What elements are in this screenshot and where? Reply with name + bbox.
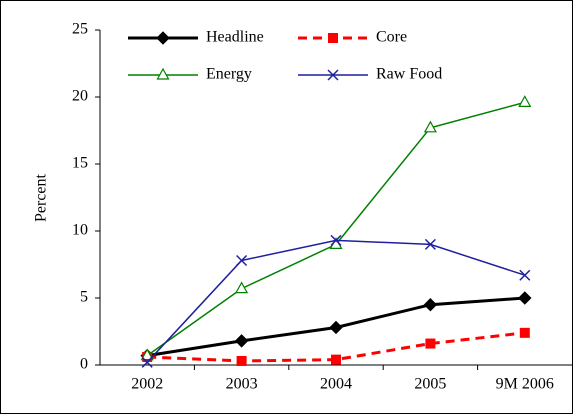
marker: [156, 67, 170, 80]
marker: [236, 254, 248, 267]
y-tick-label: 25: [72, 21, 88, 38]
marker: [519, 269, 531, 281]
marker: [331, 354, 341, 365]
legend-label: Headline: [206, 29, 264, 46]
marker: [141, 356, 153, 368]
y-tick-label: 10: [72, 222, 88, 239]
marker: [156, 31, 170, 45]
x-tick-label: 2002: [131, 376, 163, 393]
marker: [518, 291, 532, 305]
y-tick-label: 5: [80, 289, 88, 306]
y-tick-label: 0: [80, 356, 88, 373]
legend: Headline Core Energy Raw Food: [128, 29, 442, 83]
x-tick-label: 9M 2006: [496, 376, 554, 393]
marker: [423, 297, 438, 312]
y-axis-label: Percent: [33, 173, 50, 222]
marker: [425, 338, 436, 349]
marker: [330, 234, 342, 246]
y-tick-label: 20: [72, 88, 88, 105]
marker: [140, 348, 154, 361]
marker: [519, 327, 530, 338]
marker: [424, 238, 436, 250]
legend-label: Energy: [206, 66, 252, 83]
marker: [329, 320, 343, 335]
marker: [518, 95, 532, 107]
marker: [235, 281, 249, 294]
marker: [327, 69, 339, 81]
legend-label: Raw Food: [376, 66, 442, 83]
y-tick-label: 15: [72, 155, 88, 172]
legend-label: Core: [376, 29, 407, 46]
x-tick-label: 2004: [320, 376, 352, 393]
x-tick-label: 2003: [226, 376, 258, 393]
marker: [236, 355, 247, 366]
marker: [328, 33, 338, 43]
x-tick-label: 2005: [414, 376, 446, 393]
marker: [423, 120, 437, 133]
marker: [234, 334, 249, 348]
